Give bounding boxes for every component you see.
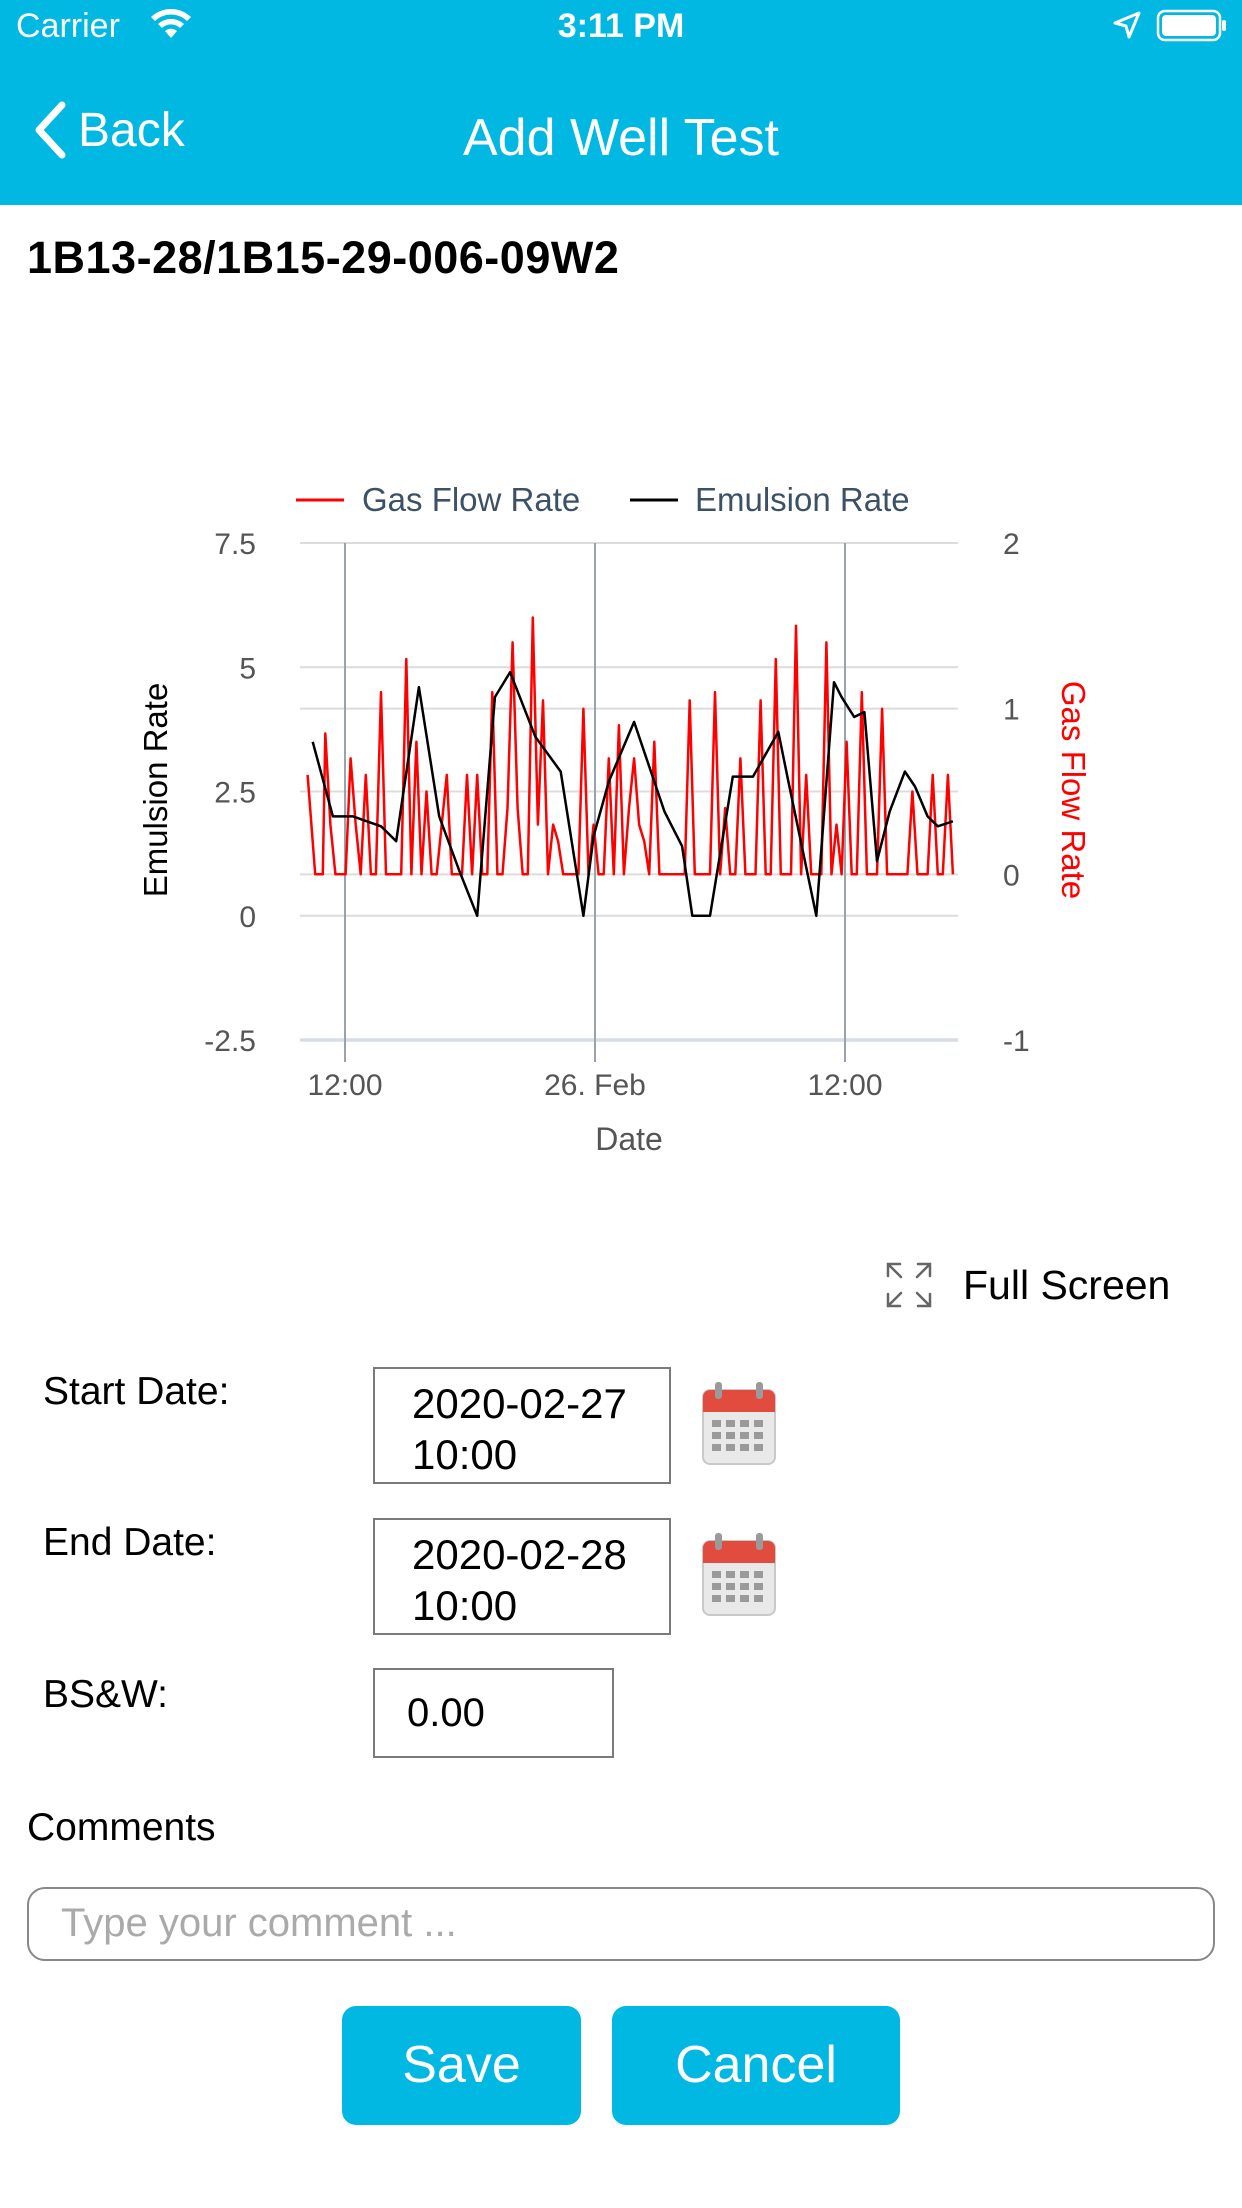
- legend-item-label: Emulsion Rate: [695, 481, 910, 518]
- x-axis: 12:00 26. Feb 12:00 Date: [307, 1069, 882, 1157]
- chart-series: [306, 616, 955, 918]
- series-line-gas-flow-rate: [306, 616, 955, 876]
- right-tick-label: 0: [1003, 859, 1020, 892]
- start-date-field[interactable]: 2020-02-27 10:00: [373, 1367, 671, 1484]
- bsw-input[interactable]: 0.00: [373, 1668, 614, 1758]
- x-tick-label: 12:00: [307, 1069, 382, 1102]
- x-tick-label: 26. Feb: [544, 1069, 646, 1102]
- carrier-label: Carrier: [16, 7, 120, 45]
- start-date-label: Start Date:: [43, 1370, 230, 1413]
- left-tick-label: 2.5: [214, 777, 256, 810]
- full-screen-label: Full Screen: [963, 1261, 1171, 1308]
- full-screen-button[interactable]: Full Screen: [885, 1255, 1170, 1315]
- left-axis-title: Emulsion Rate: [137, 683, 174, 898]
- right-tick-label: -1: [1003, 1025, 1030, 1058]
- left-axis: 7.5 5 2.5 0 -2.5 Emulsion Rate: [137, 528, 256, 1058]
- start-date-calendar-icon[interactable]: [700, 1380, 778, 1473]
- save-button[interactable]: Save: [342, 2006, 581, 2125]
- wifi-icon: [150, 8, 192, 49]
- x-tick-label: 12:00: [807, 1069, 882, 1102]
- app-header: Carrier 3:11 PM Back Add Well Test: [0, 0, 1242, 205]
- left-tick-label: 0: [239, 901, 256, 934]
- well-identifier: 1B13-28/1B15-29-006-09W2: [27, 232, 620, 283]
- legend-item-label: Gas Flow Rate: [362, 481, 580, 518]
- well-test-chart: Gas Flow Rate Emulsion Rate 7.5 5 2.5 0 -2.5 E…: [137, 481, 1092, 1157]
- chevron-left-icon: [35, 101, 66, 159]
- status-time: 3:11 PM: [557, 7, 685, 45]
- left-tick-label: 5: [239, 652, 256, 685]
- right-tick-label: 2: [1003, 528, 1020, 561]
- comment-input[interactable]: Type your comment ...: [27, 1887, 1215, 1961]
- comments-label: Comments: [27, 1806, 216, 1849]
- series-line-emulsion-rate: [311, 670, 954, 918]
- back-label: Back: [78, 103, 185, 157]
- battery-icon: [1156, 9, 1228, 52]
- left-tick-label: -2.5: [204, 1025, 256, 1058]
- page-title: Add Well Test: [462, 109, 779, 167]
- back-button[interactable]: Back: [34, 100, 185, 160]
- chart-legend: Gas Flow Rate Emulsion Rate: [296, 481, 910, 518]
- end-date-field[interactable]: 2020-02-28 10:00: [373, 1518, 671, 1635]
- bsw-label: BS&W:: [43, 1673, 168, 1716]
- location-arrow-icon: [1112, 10, 1142, 49]
- end-date-label: End Date:: [43, 1521, 217, 1564]
- left-tick-label: 7.5: [214, 528, 256, 561]
- x-axis-title: Date: [595, 1121, 663, 1157]
- right-tick-label: 1: [1003, 694, 1020, 727]
- status-bar: Carrier 3:11 PM: [0, 0, 1242, 52]
- expand-icon: [886, 1262, 932, 1308]
- end-date-calendar-icon[interactable]: [700, 1531, 778, 1624]
- cancel-button[interactable]: Cancel: [612, 2006, 900, 2125]
- right-axis-title: Gas Flow Rate: [1055, 681, 1092, 899]
- right-axis: 2 1 0 -1 Gas Flow Rate: [1003, 528, 1092, 1058]
